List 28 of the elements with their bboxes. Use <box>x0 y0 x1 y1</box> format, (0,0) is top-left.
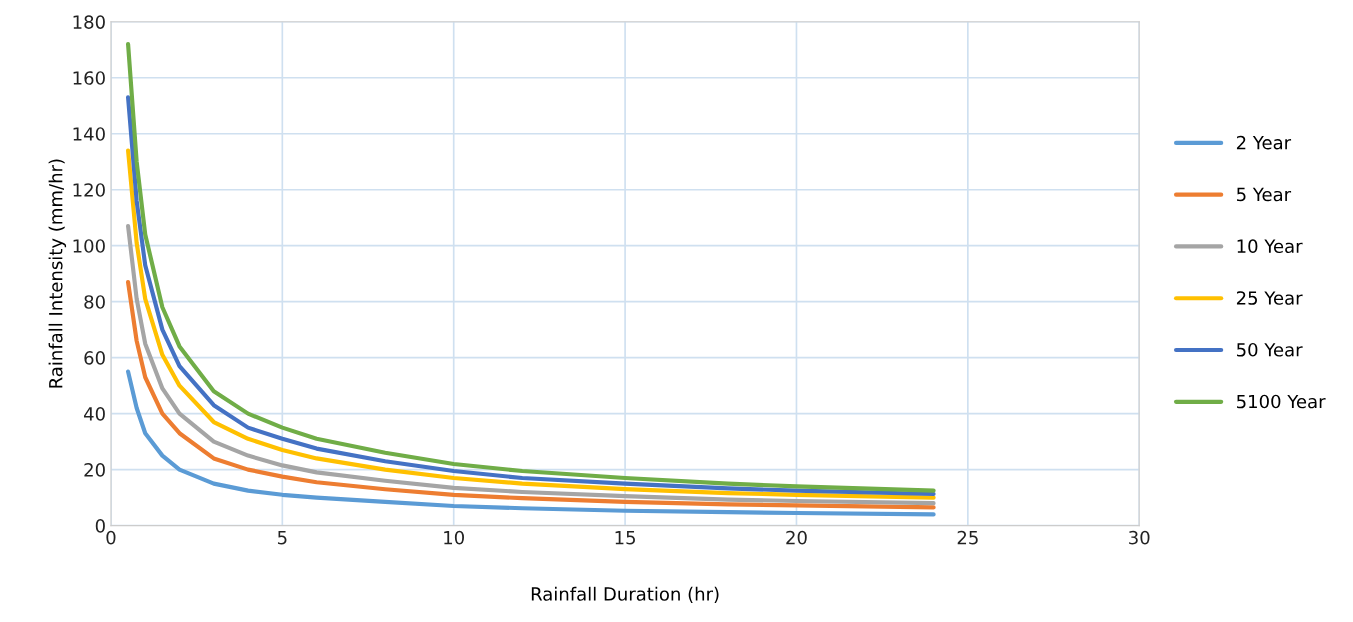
y-tick-label: 120 <box>73 183 105 197</box>
line-series <box>125 224 936 506</box>
legend-label: 2 Year <box>1236 135 1292 150</box>
legend-label: 50 Year <box>1237 342 1303 357</box>
y-tick-label: 0 <box>95 519 105 533</box>
x-tick-label: 20 <box>786 530 807 545</box>
y-axis-title: Rainfall Intensity (mm/hr) <box>48 159 67 388</box>
legend-label: 5 Year <box>1237 187 1292 202</box>
x-tick-label: 0 <box>106 530 116 545</box>
x-tick-label: 10 <box>444 530 464 545</box>
legend-label: 5100 Year <box>1237 394 1326 409</box>
legend-label: 10 Year <box>1237 239 1303 254</box>
line-series <box>125 369 936 517</box>
y-tick-label: 100 <box>73 239 105 253</box>
y-tick-label: 180 <box>73 15 105 29</box>
y-tick-label: 140 <box>73 127 105 141</box>
line-series <box>125 279 936 510</box>
legend-label: 25 Year <box>1236 291 1303 305</box>
x-axis-title: Rainfall Duration (hr) <box>531 586 719 603</box>
y-tick-label: 80 <box>84 295 105 309</box>
y-tick-label: 60 <box>84 351 105 365</box>
y-tick-label: 160 <box>73 71 105 85</box>
y-tick-label: 20 <box>84 463 105 477</box>
x-tick-label: 15 <box>615 531 635 545</box>
y-tick-label: 40 <box>83 407 105 421</box>
x-tick-label: 30 <box>1129 530 1150 545</box>
x-tick-label: 25 <box>957 530 978 545</box>
x-tick-label: 5 <box>277 531 287 545</box>
